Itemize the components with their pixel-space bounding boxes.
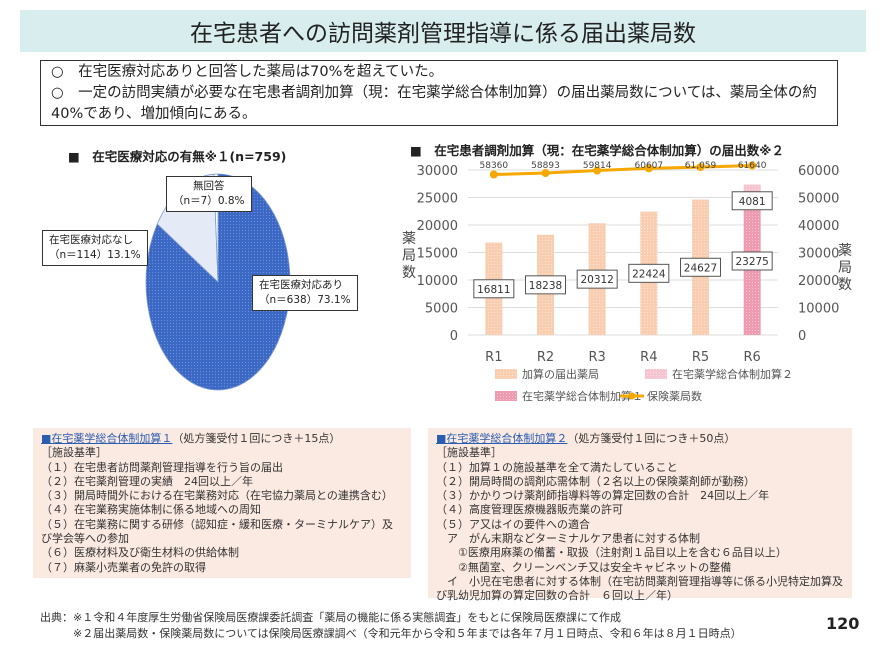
criteria-line: （４）高度管理医療機器販売業の許可: [436, 503, 623, 517]
y-tick-label: 25000: [417, 192, 458, 207]
bar-addition-1: [743, 206, 761, 335]
x-tick-label: R2: [537, 350, 554, 365]
summary-box: ○ 在宅医療対応ありと回答した薬局は70%を超えていた。 ○ 一定の訪問実績が必…: [40, 60, 838, 126]
line-value-label: 61640: [738, 161, 767, 171]
criteria-line: ［施設基準］: [436, 446, 502, 460]
data-label-box: [628, 263, 670, 283]
criteria-line: （３）かかりつけ薬剤師指導料等の算定回数の合計 24回以上／年: [436, 489, 770, 503]
data-label-box: [680, 257, 721, 277]
data-label-box: [731, 251, 773, 271]
legend-swatch: [495, 369, 517, 379]
bar-value-label: 16811: [477, 284, 510, 296]
criteria-line: （３）開局時間外における在宅業務対応（在宅協力薬局との連携含む）: [41, 489, 393, 503]
legend-label: 保険薬局数: [647, 389, 702, 403]
y2-axis-label: 薬局数: [838, 243, 852, 293]
data-label-box: [473, 279, 515, 299]
page-title: 在宅患者への訪問薬剤管理指導に係る届出薬局数: [20, 10, 866, 52]
criteria-line: （５）在宅業務に関する研修（認知症・緩和医療・ターミナルケア）及び学会等への参加: [41, 517, 393, 546]
criteria-line: （５）ア又はイの要件への適合: [436, 517, 590, 531]
data-label-box: [525, 275, 566, 295]
criteria-2-points: （処方箋受付１回につき＋50点）: [567, 432, 736, 445]
criteria-line: ［施設基準］: [41, 446, 107, 460]
summary-line: ○ 在宅医療対応ありと回答した薬局は70%を超えていた。: [51, 64, 444, 80]
line-value-label: 59814: [583, 161, 612, 171]
criteria-line: （１）在宅患者訪問薬剤管理指導を行う旨の届出: [41, 460, 283, 474]
y2-tick-label: 10000: [798, 302, 839, 317]
y-tick-label: 10000: [417, 274, 458, 289]
pharmacy-count-point: [541, 169, 550, 178]
y-tick-label: 20000: [417, 219, 458, 234]
criteria-2-title[interactable]: ■在宅薬学総合体制加算２: [436, 432, 568, 445]
pie-label-no-answer: 無回答 （n＝7）0.8%: [166, 176, 252, 212]
bar-value-label: 4081: [739, 196, 766, 208]
line-value-label: 58360: [480, 161, 509, 171]
y-tick-label: 30000: [417, 164, 458, 179]
source-line: 出典：※１令和４年度厚生労働省保険局医療課委託調査「薬局の機能に係る実態調査」を…: [40, 611, 621, 624]
pie-heading: ■ 在宅医療対応の有無※１(n=759): [68, 149, 287, 164]
x-tick-label: R5: [692, 350, 709, 365]
pharmacy-count-line: [493, 163, 753, 177]
criteria-box-1: ■在宅薬学総合体制加算１（処方箋受付１回につき＋15点） ［施設基準］ （１）在宅…: [33, 428, 411, 578]
legend-swatch: [495, 391, 517, 401]
x-tick-label: R6: [744, 350, 761, 365]
legend-label: 加算の届出薬局: [522, 367, 599, 381]
pharmacy-count-point: [593, 166, 602, 175]
y2-tick-label: 60000: [798, 164, 839, 179]
bar-value-label: 22424: [632, 268, 666, 280]
y-axis-label: 薬局数: [402, 231, 416, 281]
y2-tick-label: 20000: [798, 274, 839, 289]
pharmacy-count-point: [644, 164, 653, 173]
bar-value-label: 20312: [580, 274, 613, 286]
chart-title: ■ 在宅患者調剤加算（現：在宅薬学総合体制加算）の届出数※２: [410, 143, 784, 158]
data-label-box: [576, 269, 618, 289]
bar-value-label: 24627: [684, 262, 717, 274]
criteria-1-points: （処方箋受付１回につき＋15点）: [172, 432, 341, 445]
pharmacy-count-point: [748, 161, 757, 170]
pharmacy-count-point: [696, 163, 705, 172]
summary-line: ○ 一定の訪問実績が必要な在宅患者調剤加算（現：在宅薬学総合体制加算）の届出薬局…: [51, 85, 817, 122]
pharmacy-count-point: [489, 170, 498, 179]
legend-label: 在宅薬学総合体制加算１: [522, 389, 643, 403]
source-note: 出典：※１令和４年度厚生労働省保険局医療課委託調査「薬局の機能に係る実態調査」を…: [40, 610, 742, 642]
criteria-box-2: ■在宅薬学総合体制加算２（処方箋受付１回につき＋50点） ［施設基準］ （１）加算…: [428, 428, 852, 602]
source-line: ※２届出薬局数・保険薬局数については保険局医療課調べ（令和元年から令和５年までは…: [40, 627, 742, 640]
y2-tick-label: 40000: [798, 219, 839, 234]
y-tick-label: 5000: [425, 302, 458, 317]
y2-tick-label: 30000: [798, 247, 839, 262]
criteria-line: ①医療用麻薬の備蓄・取扱（注射剤１品目以上を含む６品目以上）: [436, 546, 787, 560]
legend-swatch: [645, 369, 667, 379]
data-label-box: [731, 191, 773, 211]
bar-value-label: 23275: [735, 256, 768, 268]
criteria-line: （２）開局時間の調剤応需体制（２名以上の保険薬剤師が勤務）: [436, 474, 755, 488]
x-tick-label: R3: [589, 350, 606, 365]
line-value-label: 58893: [531, 161, 560, 171]
criteria-line: （４）在宅業務実施体制に係る地域への周知: [41, 503, 261, 517]
criteria-line: （６）医療材料及び衛生材料の供給体制: [41, 546, 239, 560]
bar-value-label: 18238: [529, 280, 562, 292]
criteria-line: ア がん末期などターミナルケア患者に対する体制: [436, 532, 700, 546]
line-value-label: 60607: [635, 161, 664, 171]
criteria-1-title[interactable]: ■在宅薬学総合体制加算１: [41, 432, 173, 445]
y2-tick-label: 50000: [798, 192, 839, 207]
pie-label-service: 在宅医療対応あり （n＝638）73.1%: [252, 275, 358, 311]
x-tick-label: R1: [485, 350, 502, 365]
y-tick-label: 15000: [417, 247, 458, 262]
bar-line-chart: 0 5000 10000 15000 20000 25000 30000 0 10000 2000…: [402, 161, 852, 403]
pie-label-no-service: 在宅医療対応なし （n＝114）13.1%: [42, 230, 148, 266]
y-tick-label: 0: [450, 329, 458, 344]
criteria-line: （１）加算１の施設基準を全て満たしていること: [436, 460, 678, 474]
page-number: 120: [826, 614, 860, 633]
criteria-line: ②無菌室、クリーンベンチ又は安全キャビネットの整備: [436, 560, 732, 574]
x-tick-label: R4: [640, 350, 657, 365]
line-value-label: 61,059: [685, 161, 717, 171]
legend-label: 在宅薬学総合体制加算２: [672, 367, 793, 381]
criteria-line: （２）在宅薬剤管理の実績 24回以上／年: [41, 474, 253, 488]
criteria-line: イ 小児在宅患者に対する体制（在宅訪問薬剤管理指導等に係る小児特定加算及び乳幼児…: [436, 574, 843, 603]
criteria-line: （７）麻薬小売業者の免許の取得: [41, 560, 206, 574]
y2-tick-label: 0: [798, 329, 806, 344]
